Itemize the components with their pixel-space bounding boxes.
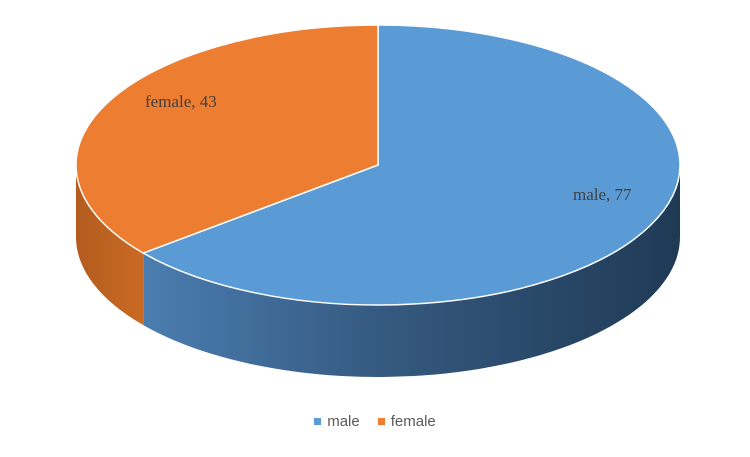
pie-slice-female: [75, 24, 379, 254]
data-label-female: female, 43: [145, 92, 217, 111]
legend-swatch-female: [377, 418, 385, 425]
data-label-male: male, 77: [573, 185, 632, 204]
legend-swatch-male: [314, 418, 322, 425]
legend-label-female: female: [390, 413, 436, 430]
pie-side-male: [143, 165, 680, 377]
legend-label-male: male: [327, 413, 360, 430]
pie-side-female: [76, 165, 144, 326]
legend-item-female: female: [377, 413, 436, 430]
pie-slice-male: [141, 24, 681, 306]
legend-item-male: male: [314, 413, 360, 430]
legend: male female: [0, 413, 750, 430]
